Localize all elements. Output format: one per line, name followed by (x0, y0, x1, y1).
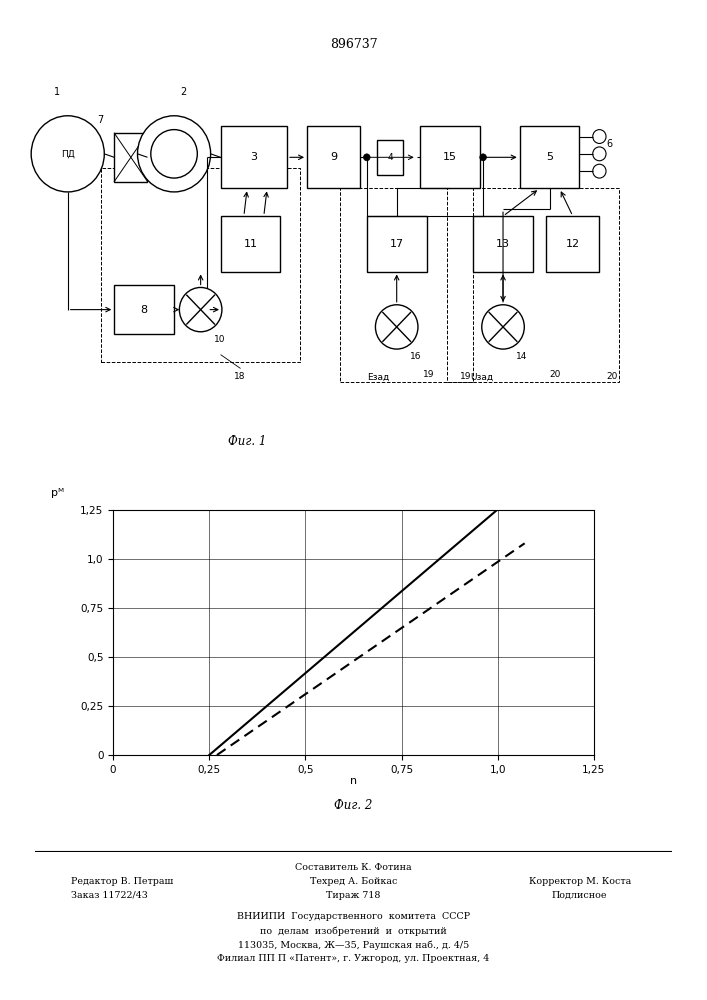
Text: Филиал ПП П «Патент», г. Ужгород, ул. Проектная, 4: Филиал ПП П «Патент», г. Ужгород, ул. Пр… (217, 954, 490, 963)
Text: 13: 13 (496, 239, 510, 249)
X-axis label: n: n (350, 776, 357, 786)
Text: 2: 2 (181, 87, 187, 97)
Circle shape (480, 154, 486, 161)
Text: 5: 5 (546, 152, 553, 162)
Text: 3: 3 (250, 152, 257, 162)
Bar (520, 126, 580, 188)
Text: 11: 11 (243, 239, 257, 249)
Bar (377, 140, 403, 175)
Text: 4: 4 (387, 153, 393, 162)
Bar (115, 285, 174, 334)
Text: Тираж 718: Тираж 718 (327, 891, 380, 900)
Bar (340, 188, 473, 382)
Circle shape (592, 164, 606, 178)
Text: Uзад: Uзад (469, 373, 493, 382)
Text: Eзад: Eзад (367, 373, 389, 382)
Circle shape (138, 116, 211, 192)
Text: 15: 15 (443, 152, 457, 162)
Text: 8: 8 (141, 305, 148, 315)
Text: Редактор В. Петраш: Редактор В. Петраш (71, 877, 173, 886)
Text: Заказ 11722/43: Заказ 11722/43 (71, 891, 148, 900)
Text: Фиг. 1: Фиг. 1 (228, 435, 267, 448)
Text: 113035, Москва, Ж—35, Раушская наб., д. 4/5: 113035, Москва, Ж—35, Раушская наб., д. … (238, 940, 469, 950)
Text: по  делам  изобретений  и  открытий: по делам изобретений и открытий (260, 926, 447, 936)
Circle shape (375, 305, 418, 349)
Text: Составитель К. Фотина: Составитель К. Фотина (296, 863, 411, 872)
Text: 19: 19 (423, 370, 435, 379)
Bar (447, 188, 619, 382)
Text: 19: 19 (460, 372, 472, 381)
Text: 1: 1 (54, 87, 61, 97)
Text: 17: 17 (390, 239, 404, 249)
Bar (547, 216, 600, 272)
Bar (420, 126, 480, 188)
Bar (115, 133, 148, 182)
Text: 14: 14 (516, 352, 527, 361)
Circle shape (151, 130, 197, 178)
Circle shape (363, 154, 370, 161)
Text: 20: 20 (549, 370, 561, 379)
Circle shape (180, 287, 222, 332)
Bar (307, 126, 360, 188)
Text: 12: 12 (566, 239, 580, 249)
Circle shape (31, 116, 105, 192)
Bar (367, 216, 426, 272)
Text: 7: 7 (98, 115, 104, 125)
Bar (101, 168, 300, 362)
Text: 6: 6 (606, 139, 612, 149)
Text: pᴹ: pᴹ (51, 488, 64, 498)
Circle shape (592, 147, 606, 161)
Bar (473, 216, 533, 272)
Circle shape (481, 305, 525, 349)
Text: Подлисное: Подлисное (552, 891, 607, 900)
Bar (221, 216, 281, 272)
Text: ВНИИПИ  Государственного  комитета  СССР: ВНИИПИ Государственного комитета СССР (237, 912, 470, 921)
Text: ПД: ПД (61, 149, 75, 158)
Text: Фиг. 2: Фиг. 2 (334, 799, 373, 812)
Text: 18: 18 (234, 372, 245, 381)
Text: 10: 10 (214, 335, 226, 344)
Text: 896737: 896737 (329, 38, 378, 51)
Text: Техред А. Бойкас: Техред А. Бойкас (310, 877, 397, 886)
Circle shape (592, 130, 606, 143)
Text: 20: 20 (606, 372, 617, 381)
Text: 9: 9 (330, 152, 337, 162)
Text: 16: 16 (410, 352, 421, 361)
Text: Корректор М. Коста: Корректор М. Коста (529, 877, 631, 886)
Bar (221, 126, 287, 188)
